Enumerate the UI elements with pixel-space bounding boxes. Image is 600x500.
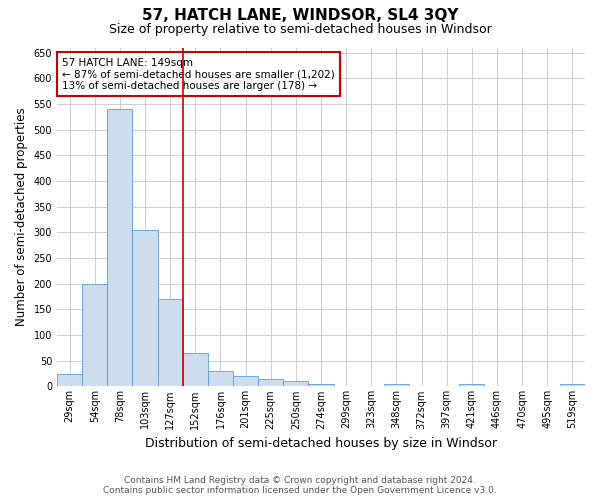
Bar (308, 384, 334, 386)
Y-axis label: Number of semi-detached properties: Number of semi-detached properties (15, 108, 28, 326)
Bar (258, 378, 283, 386)
Bar (133, 230, 158, 386)
Bar (560, 384, 585, 386)
Bar (283, 382, 308, 386)
Text: 57, HATCH LANE, WINDSOR, SL4 3QY: 57, HATCH LANE, WINDSOR, SL4 3QY (142, 8, 458, 22)
Bar (208, 371, 233, 386)
X-axis label: Distribution of semi-detached houses by size in Windsor: Distribution of semi-detached houses by … (145, 437, 497, 450)
Bar (384, 384, 409, 386)
Bar (57, 374, 82, 386)
Bar (82, 284, 107, 387)
Bar (158, 299, 183, 386)
Bar (183, 353, 208, 386)
Text: 57 HATCH LANE: 149sqm
← 87% of semi-detached houses are smaller (1,202)
13% of s: 57 HATCH LANE: 149sqm ← 87% of semi-deta… (62, 58, 335, 91)
Text: Contains HM Land Registry data © Crown copyright and database right 2024.
Contai: Contains HM Land Registry data © Crown c… (103, 476, 497, 495)
Text: Size of property relative to semi-detached houses in Windsor: Size of property relative to semi-detach… (109, 22, 491, 36)
Bar (233, 376, 258, 386)
Bar (107, 109, 133, 386)
Bar (459, 384, 484, 386)
